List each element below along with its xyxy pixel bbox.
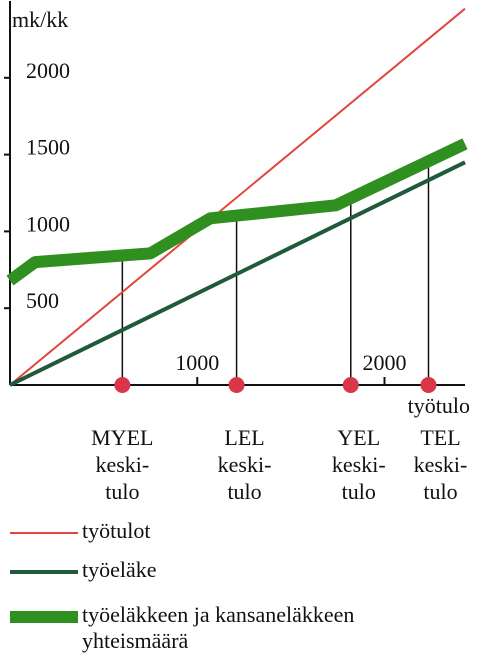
marker-label: LEL [224,425,264,450]
legend-label: työeläke [82,557,157,582]
series-line [6,138,468,286]
marker-label: tulo [423,479,457,504]
x-tick-label: 1000 [175,350,219,375]
y-axis-label: mk/kk [12,7,68,32]
y-tick-label: 1500 [26,135,70,160]
y-tick-label: 500 [26,288,59,313]
marker-label: tulo [105,479,139,504]
marker-label: keski- [332,452,386,477]
marker-label: tulo [342,479,376,504]
marker-dot [420,377,437,393]
series-line [9,7,466,386]
x-tick-label: 2000 [362,350,406,375]
y-tick-label: 2000 [26,58,70,83]
legend-label: työtulot [82,518,150,543]
marker-label: tulo [227,479,261,504]
marker-label: keski- [218,452,272,477]
marker-dot [114,377,131,393]
marker-label: TEL [420,425,460,450]
marker-label: YEL [337,425,380,450]
marker-dot [228,377,245,393]
marker-label: keski- [414,452,468,477]
legend-label: työeläkkeen ja kansaneläkkeen yhteismäärä [82,602,354,653]
marker-label: keski- [95,452,149,477]
series-line [9,160,466,387]
y-tick-label: 1000 [26,211,70,236]
marker-label: MYEL [91,425,153,450]
x-axis-label: työtulo [408,393,470,418]
marker-dot [342,377,359,393]
